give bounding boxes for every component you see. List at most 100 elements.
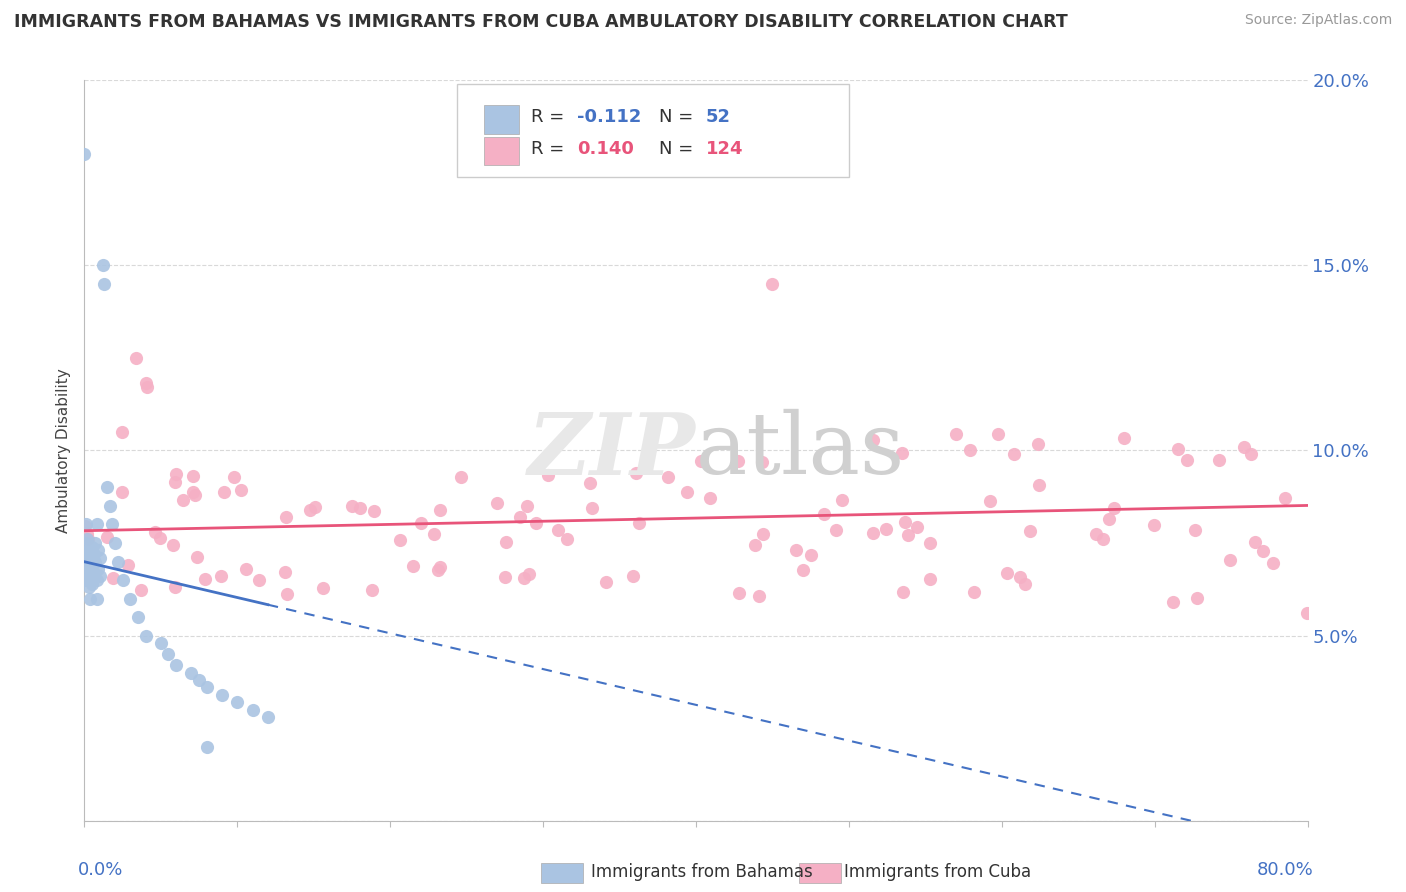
Point — [127, 610, 149, 624]
Point — [75, 536, 97, 550]
Point — [73, 147, 96, 161]
Point — [76, 554, 98, 569]
Point — [162, 538, 184, 552]
Point — [77, 581, 100, 595]
Point — [595, 574, 617, 589]
Text: ZIP: ZIP — [529, 409, 696, 492]
Text: R =: R = — [531, 108, 569, 127]
Point — [242, 703, 264, 717]
Point — [83, 547, 105, 561]
Point — [75, 562, 97, 576]
Point — [1091, 533, 1114, 547]
Point — [73, 573, 96, 587]
Point — [752, 527, 775, 541]
Point — [131, 582, 153, 597]
Point — [87, 562, 110, 576]
Point — [89, 550, 111, 565]
Point — [79, 550, 101, 565]
Point — [1184, 524, 1206, 538]
Point — [427, 563, 450, 577]
Point — [1251, 544, 1274, 558]
Point — [986, 426, 1008, 441]
Point — [547, 524, 569, 538]
Point — [1026, 437, 1049, 451]
Point — [744, 538, 766, 552]
Point — [312, 581, 335, 595]
Text: -0.112: -0.112 — [578, 108, 641, 127]
Point — [728, 586, 751, 600]
Point — [75, 517, 97, 532]
Point — [340, 499, 363, 513]
Point — [226, 695, 249, 709]
Point — [555, 533, 578, 547]
Text: IMMIGRANTS FROM BAHAMAS VS IMMIGRANTS FROM CUBA AMBULATORY DISABILITY CORRELATIO: IMMIGRANTS FROM BAHAMAS VS IMMIGRANTS FR… — [14, 13, 1067, 31]
Point — [165, 475, 187, 489]
Point — [84, 554, 107, 569]
Point — [1261, 556, 1284, 570]
Point — [1019, 524, 1042, 539]
Point — [188, 673, 211, 687]
Point — [1114, 432, 1136, 446]
Point — [77, 532, 100, 546]
Point — [785, 543, 807, 558]
Point — [212, 485, 235, 500]
Point — [135, 628, 157, 642]
Point — [229, 483, 252, 497]
Point — [1239, 447, 1261, 461]
Point — [235, 561, 257, 575]
Point — [627, 516, 650, 530]
Point — [1167, 442, 1189, 456]
Point — [862, 433, 884, 447]
Point — [945, 427, 967, 442]
Text: R =: R = — [531, 140, 569, 158]
Point — [83, 566, 105, 580]
Point — [157, 647, 180, 661]
FancyBboxPatch shape — [484, 136, 519, 165]
Point — [165, 467, 187, 481]
Text: 52: 52 — [706, 108, 731, 127]
Text: N =: N = — [659, 140, 699, 158]
Point — [86, 591, 108, 606]
Point — [699, 491, 721, 505]
Point — [111, 484, 134, 499]
Point — [77, 562, 100, 576]
Point — [172, 492, 194, 507]
Point — [249, 573, 271, 587]
Point — [107, 554, 129, 569]
Point — [621, 569, 644, 583]
Point — [891, 446, 914, 460]
Point — [135, 376, 157, 390]
Point — [409, 516, 432, 530]
Point — [624, 466, 647, 480]
FancyBboxPatch shape — [484, 105, 519, 134]
FancyBboxPatch shape — [457, 84, 849, 177]
Text: Source: ZipAtlas.com: Source: ZipAtlas.com — [1244, 13, 1392, 28]
Point — [727, 454, 749, 468]
Point — [1163, 594, 1185, 608]
Point — [1219, 553, 1241, 567]
Point — [831, 492, 853, 507]
Point — [76, 573, 98, 587]
Point — [98, 499, 121, 513]
Point — [579, 475, 602, 490]
Point — [211, 688, 233, 702]
Point — [486, 496, 509, 510]
Point — [517, 567, 540, 582]
Point — [675, 484, 697, 499]
Point — [495, 534, 517, 549]
Point — [920, 536, 942, 550]
Point — [1098, 511, 1121, 525]
Point — [79, 591, 101, 606]
Point — [450, 469, 472, 483]
Point — [117, 558, 139, 573]
Point — [1185, 591, 1208, 606]
Point — [875, 522, 897, 536]
Point — [509, 510, 531, 524]
Point — [77, 543, 100, 558]
Point — [537, 467, 560, 482]
Point — [1208, 453, 1230, 467]
Point — [995, 566, 1018, 580]
Text: 80.0%: 80.0% — [1257, 862, 1313, 880]
Y-axis label: Ambulatory Disability: Ambulatory Disability — [56, 368, 72, 533]
Point — [761, 277, 783, 291]
